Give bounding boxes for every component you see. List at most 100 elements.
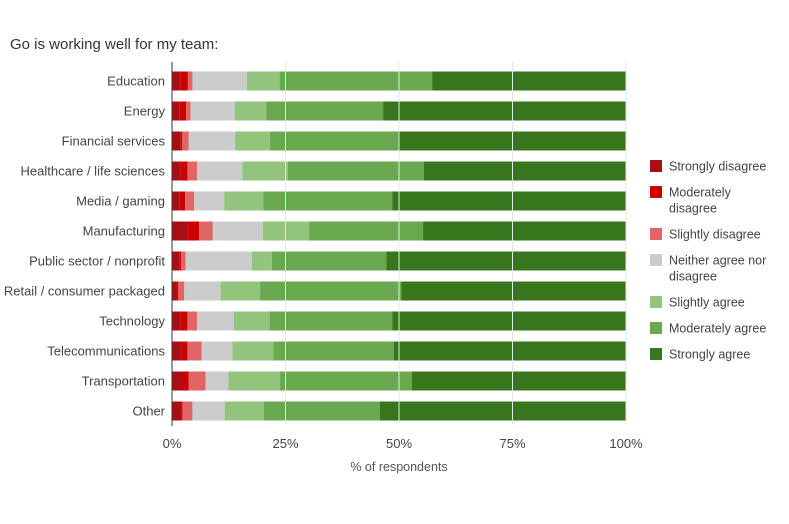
category-label: Financial services [62,134,166,149]
bar-segment-strongly-agree [394,341,626,361]
bar-segment-slightly-disagree [187,311,197,331]
bar-segment-slightly-agree [242,161,288,181]
bar-row-retail-consumer-packaged [172,281,626,301]
bar-row-manufacturing [172,221,626,241]
legend-label: Moderately agree [669,322,766,336]
category-label: Retail / consumer packaged [4,284,165,299]
bar-segment-moderately-agree [273,341,395,361]
bar-segment-strongly-disagree [172,371,182,391]
category-label: Education [107,74,165,89]
bar-segment-strongly-disagree [172,131,181,151]
x-tick-label: 100% [609,436,643,451]
bar-segment-neither-agree-nor-disagree [205,371,229,391]
bar-segment-slightly-agree [246,71,280,91]
legend-label: Slightly agree [669,296,745,310]
bar-segment-slightly-disagree [187,341,202,361]
legend-swatch [650,228,662,240]
bar-segment-slightly-disagree [187,71,193,91]
legend-swatch [650,322,662,334]
bar-row-healthcare-life-sciences [172,161,626,181]
bar-segment-moderately-disagree [180,161,188,181]
bar-segment-moderately-disagree [176,281,179,301]
bar-segment-neither-agree-nor-disagree [188,131,236,151]
category-label: Healthcare / life sciences [20,164,165,179]
bar-segment-moderately-agree [266,101,384,121]
bar-segment-neither-agree-nor-disagree [196,311,234,331]
bar-segment-moderately-agree [270,131,400,151]
bar-segment-strongly-agree [423,221,626,241]
bar-segment-strongly-agree [401,281,626,301]
bar-segment-moderately-disagree [181,341,188,361]
legend-item-slightly-agree: Slightly agree [650,296,745,310]
bar-segment-slightly-disagree [199,221,213,241]
bar-segment-slightly-agree [232,341,274,361]
bar-segment-moderately-disagree [181,401,183,421]
bar-segment-slightly-disagree [182,401,193,421]
legend-label: Neither agree nor disagree [669,254,766,284]
bar-segment-moderately-disagree [187,221,200,241]
legend-item-strongly-agree: Strongly agree [650,348,750,362]
bar-segment-slightly-agree [224,401,264,421]
bar-row-other [172,401,626,421]
bar-segment-moderately-disagree [180,71,188,91]
legend-label: Slightly disagree [669,228,761,242]
bar-segment-strongly-disagree [172,281,177,301]
bar-segment-strongly-agree [432,71,626,91]
bar-segment-strongly-disagree [172,191,180,211]
bar-segment-moderately-disagree [179,101,187,121]
bar-segment-neither-agree-nor-disagree [212,221,263,241]
x-tick-label: 75% [499,436,525,451]
axis-layer: Education Energy Financial services Healthc… [4,62,643,451]
legend-label: Strongly agree [669,348,750,362]
legend-item-moderately-agree: Moderately agree [650,322,766,336]
bar-segment-moderately-agree [269,311,393,331]
bar-segment-strongly-disagree [172,161,181,181]
category-label: Telecommunications [47,344,165,359]
bar-segment-moderately-agree [287,161,424,181]
chart-title: Go is working well for my team: [10,36,219,53]
bar-row-education [172,71,626,91]
x-tick-label: 0% [163,436,182,451]
category-label: Media / gaming [76,194,165,209]
bar-segment-neither-agree-nor-disagree [185,251,252,271]
bar-segment-strongly-disagree [172,341,182,361]
category-label: Energy [124,104,166,119]
bar-segment-moderately-agree [309,221,424,241]
x-tick-label: 25% [272,436,298,451]
x-tick-label: 50% [386,436,412,451]
bar-segment-slightly-disagree [181,251,186,271]
category-label: Other [132,404,165,419]
legend-swatch [650,296,662,308]
legend-label: Moderately disagree [669,186,732,216]
bar-segment-slightly-disagree [188,371,206,391]
bar-row-technology [172,311,626,331]
bar-segment-slightly-agree [220,281,261,301]
bar-segment-strongly-agree [423,161,626,181]
legend-swatch [650,254,662,266]
bar-segment-slightly-agree [233,311,270,331]
bar-segment-moderately-agree [271,251,387,271]
bar-segment-moderately-disagree [179,251,182,271]
bar-segment-neither-agree-nor-disagree [184,281,221,301]
bar-segment-neither-agree-nor-disagree [201,341,233,361]
legend-item-moderately-disagree: Moderately disagree [650,186,732,216]
bar-row-public-sector-nonprofit [172,251,626,271]
legend-swatch [650,160,662,172]
bar-segment-strongly-disagree [172,251,180,271]
legend: Strongly disagree Moderately disagree Sligh… [650,160,766,362]
bar-segment-neither-agree-nor-disagree [194,191,225,211]
bar-segment-moderately-agree [279,71,433,91]
bars-layer [172,71,626,421]
legend-label: Strongly disagree [669,160,766,174]
bar-segment-neither-agree-nor-disagree [190,101,235,121]
bar-row-energy [172,101,626,121]
bar-segment-slightly-agree [228,371,281,391]
bar-segment-slightly-agree [235,131,271,151]
bar-segment-slightly-disagree [181,131,189,151]
bar-segment-strongly-agree [383,101,626,121]
bar-segment-slightly-agree [251,251,272,271]
bar-segment-slightly-disagree [187,161,197,181]
bar-segment-neither-agree-nor-disagree [196,161,243,181]
